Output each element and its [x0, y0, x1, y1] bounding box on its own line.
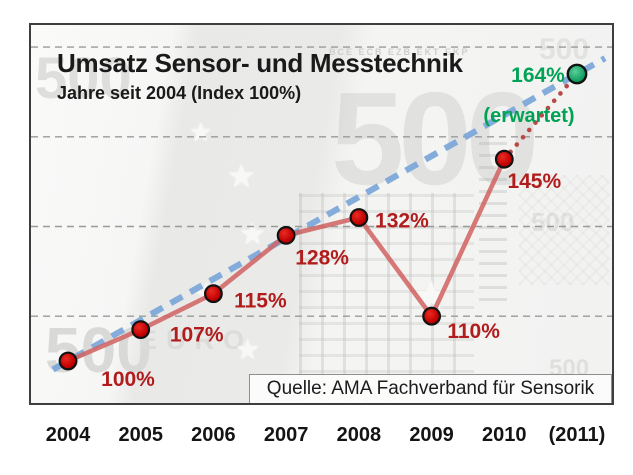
x-axis-label-2006: 2006	[191, 424, 236, 446]
watermark-building-facade	[299, 193, 474, 403]
data-point-2006	[203, 284, 223, 304]
x-axis-label-2009: 2009	[409, 424, 454, 446]
data-point-2005	[131, 320, 151, 340]
data-label-2006: 115%	[234, 290, 287, 313]
expected-label: 164%	[511, 64, 565, 87]
watermark-euro-text: EURO	[139, 325, 254, 355]
x-axis-label-2005: 2005	[118, 424, 163, 446]
watermark-500-ornament: 500	[531, 207, 575, 237]
expected-dotted-line	[501, 71, 580, 162]
source-box: Quelle: AMA Fachverband für Sensorik	[249, 374, 612, 403]
data-point-2010	[494, 149, 514, 169]
data-label-2009: 110%	[447, 320, 500, 343]
eu-star-icon: ★	[189, 117, 213, 147]
chart-title: Umsatz Sensor- und Messtechnik	[57, 48, 463, 78]
x-axis-label-2004: 2004	[45, 424, 91, 446]
eu-star-icon: ★	[227, 158, 256, 194]
data-point-2004	[58, 351, 78, 371]
annotation-erwartet: (erwartet)	[483, 105, 574, 127]
watermark-500-top-left: 500	[35, 46, 132, 111]
eu-star-icon: ★	[239, 218, 266, 251]
data-label-2007: 128%	[295, 246, 349, 269]
x-axis-label-(2011): (2011)	[548, 424, 606, 446]
expected-point-(2011)	[566, 63, 588, 85]
trend-line	[51, 55, 607, 373]
plot-area: 500 500 500 500 EURO 500 500 BCE ECB EZB…	[29, 23, 614, 405]
x-axis-label-2008: 2008	[336, 424, 382, 446]
data-point-2009	[422, 306, 442, 326]
watermark-ornament-field	[519, 175, 609, 285]
x-axis-label-2010: 2010	[482, 424, 527, 446]
data-label-2004: 100%	[101, 368, 155, 391]
watermark-500-top-right: 500	[539, 33, 590, 66]
data-label-2010: 145%	[507, 170, 561, 193]
data-point-2008	[349, 208, 369, 227]
source-label: Quelle: AMA Fachverband für Sensorik	[266, 378, 595, 399]
watermark-500-center: 500	[331, 65, 539, 212]
x-axis-label-2007: 2007	[263, 424, 309, 446]
chart-subtitle: Jahre seit 2004 (Index 100%)	[57, 83, 302, 103]
data-label-2008: 132%	[375, 210, 429, 233]
data-label-2005: 107%	[170, 324, 224, 347]
watermark-microprint: BCE ECB EZB EKT EKP	[329, 47, 470, 57]
data-point-2007	[276, 225, 296, 245]
eu-star-icon: ★	[235, 334, 261, 365]
line-chart-canvas: 100% 107% 115% 128% 132% 110% 145% 164% (erwarte…	[31, 25, 612, 403]
